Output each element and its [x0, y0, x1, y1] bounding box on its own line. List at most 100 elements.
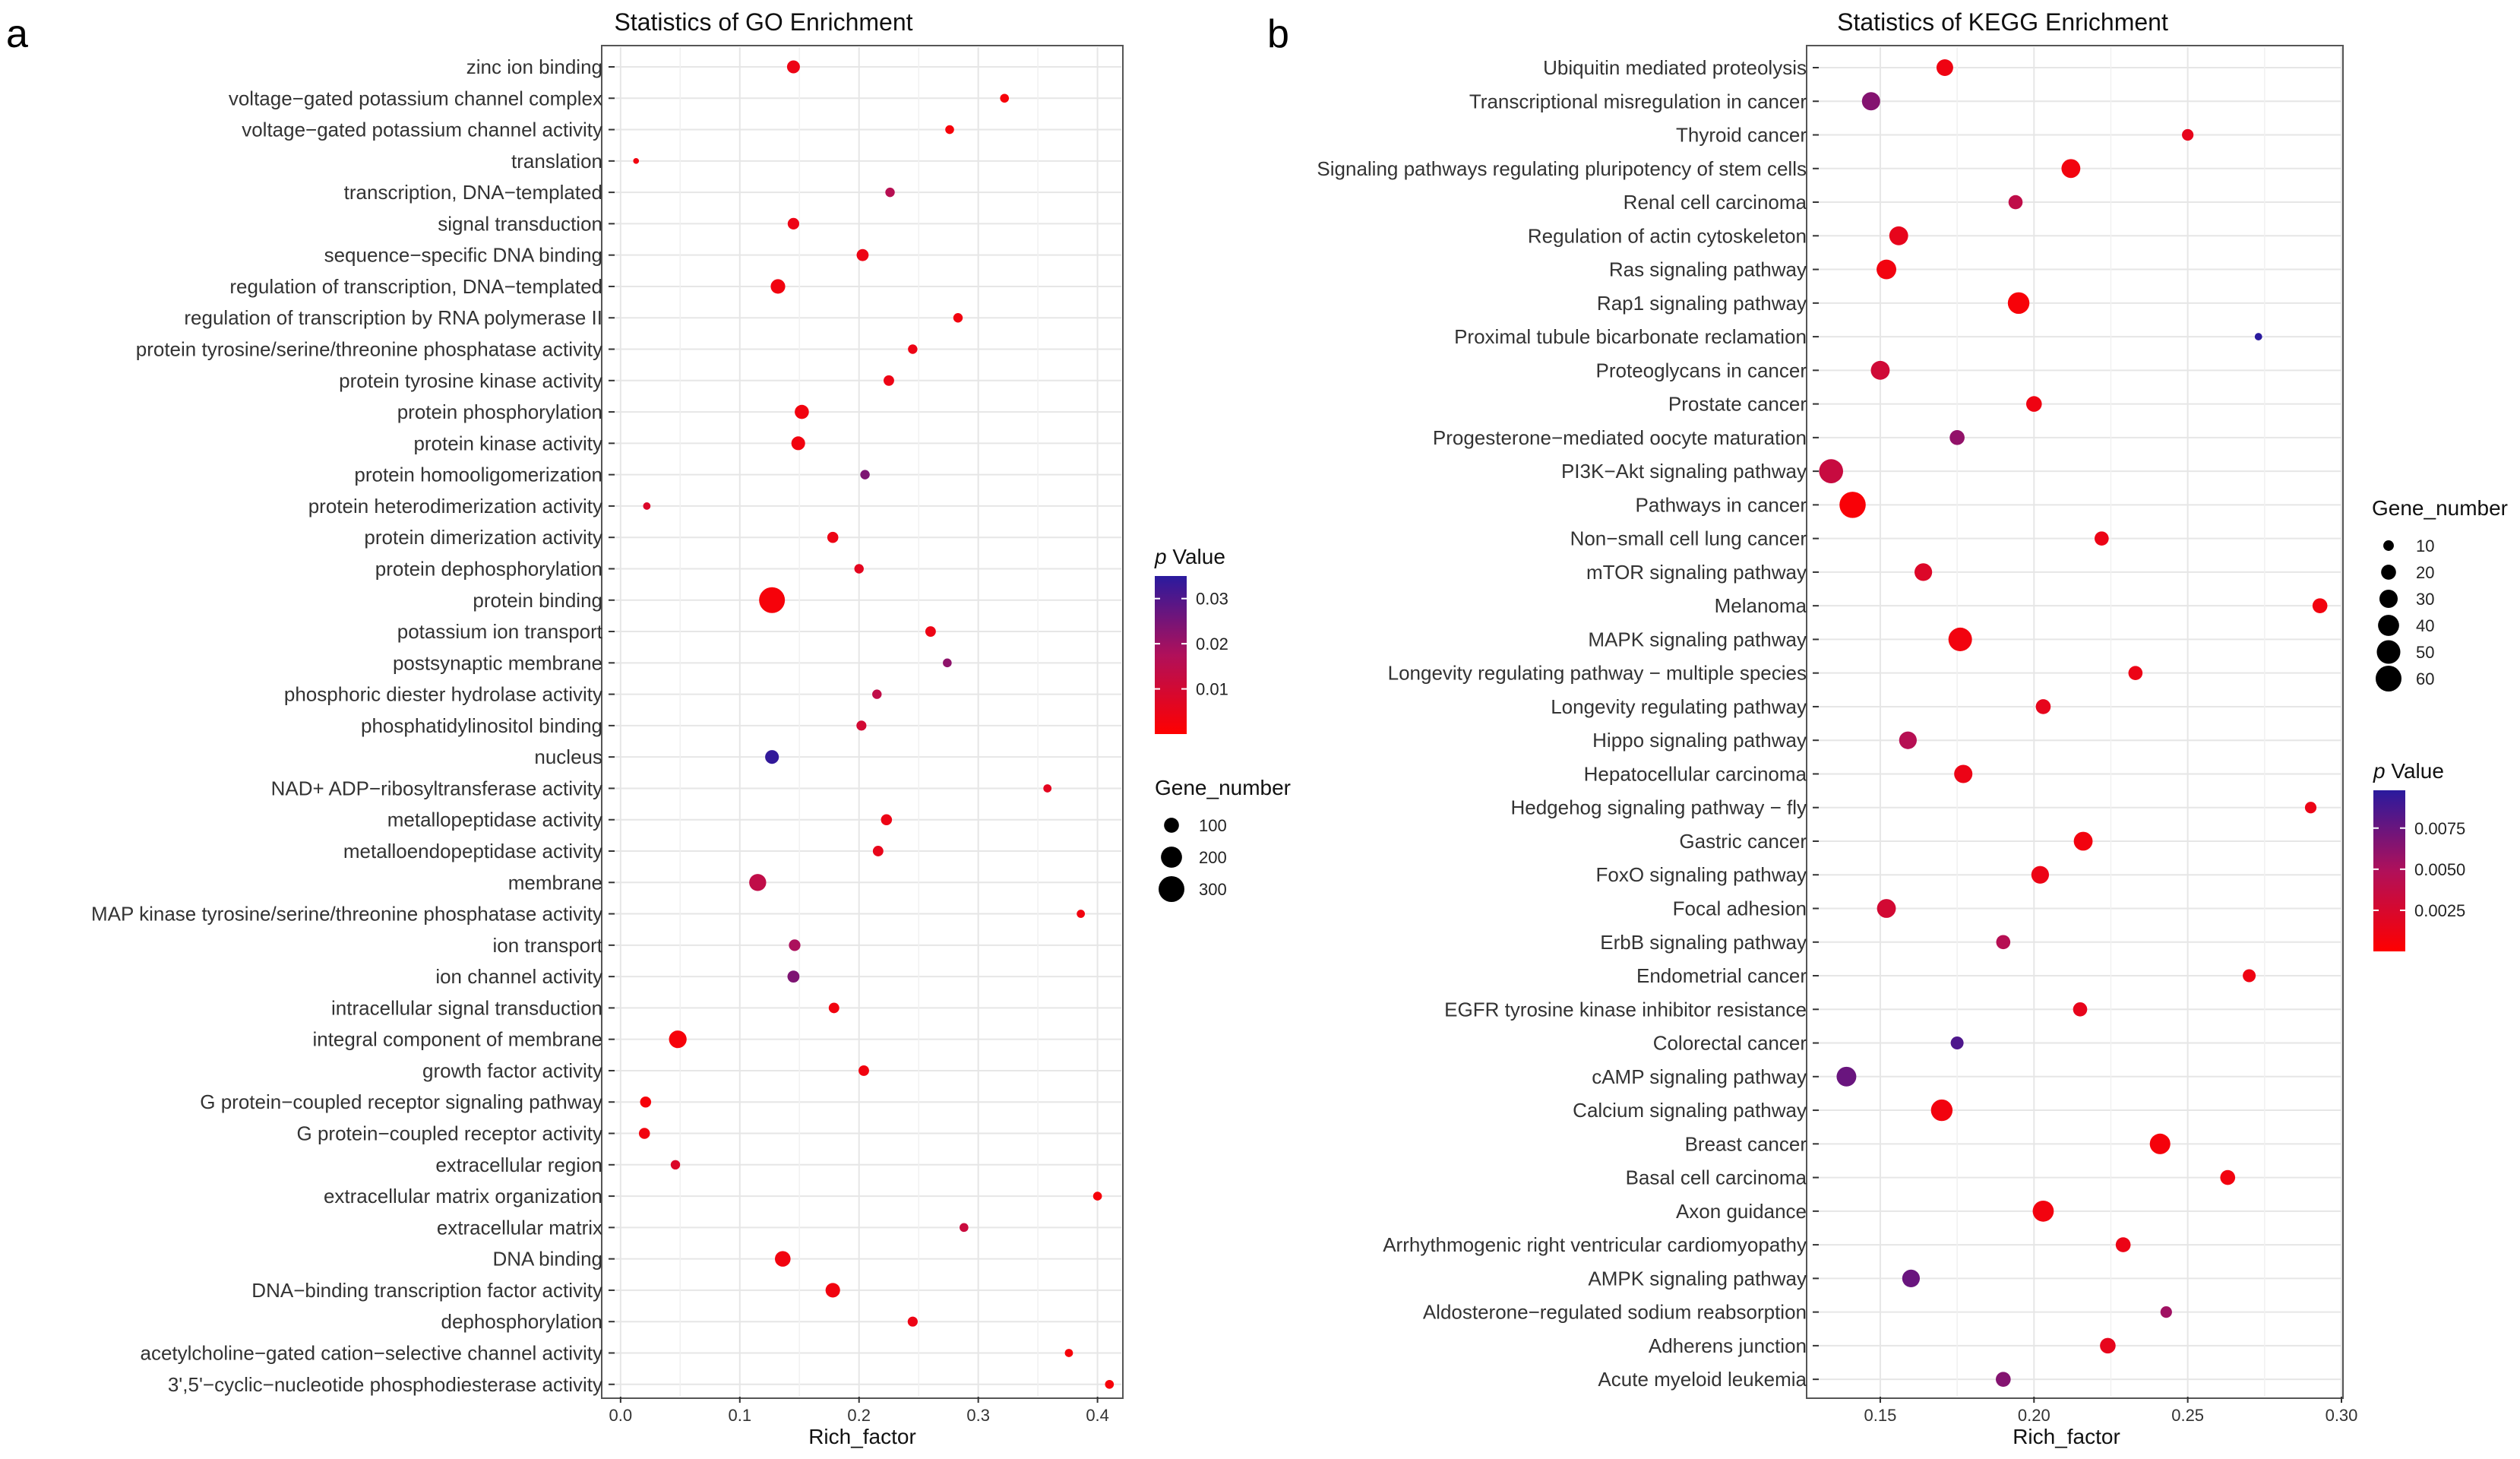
y-tick-label: extracellular region: [435, 1154, 602, 1176]
data-point: [2128, 666, 2143, 680]
data-point: [1996, 1372, 2011, 1387]
y-tick-label: Ras signaling pathway: [1609, 258, 1807, 281]
y-tick-label: cAMP signaling pathway: [1592, 1065, 1807, 1088]
data-point: [2061, 159, 2081, 179]
data-point: [633, 158, 640, 164]
y-tick-label: EGFR tyrosine kinase inhibitor resistanc…: [1444, 998, 1807, 1021]
pvalue-colorbar: [2373, 790, 2405, 951]
data-point: [858, 1065, 869, 1076]
colorbar-tick-label: 0.01: [1196, 680, 1228, 699]
data-point: [945, 125, 954, 135]
data-point: [1948, 627, 1972, 651]
go-points: [633, 60, 1115, 1389]
y-tick-label: ErbB signaling pathway: [1600, 931, 1807, 954]
data-point: [774, 1251, 791, 1267]
data-point: [2026, 396, 2042, 412]
y-tick-label: acetylcholine−gated cation−selective cha…: [141, 1341, 603, 1364]
y-tick-label: Signaling pathways regulating pluripoten…: [1317, 157, 1807, 180]
data-point: [828, 1002, 839, 1014]
y-tick-label: phosphatidylinositol binding: [361, 714, 602, 737]
data-point: [789, 939, 801, 951]
go-x-axis: 0.0 0.1 0.2 0.3 0.4: [609, 1397, 1109, 1425]
data-point: [908, 344, 918, 354]
data-point: [795, 404, 809, 419]
y-tick-label: Proximal tubule bicarbonate reclamation: [1454, 325, 1807, 348]
go-y-axis: zinc ion binding voltage−gated potassium …: [91, 55, 615, 1396]
go-gridlines: [615, 47, 1121, 1397]
y-tick-label: NAD+ ADP−ribosyltransferase activity: [271, 777, 602, 799]
data-point: [884, 375, 894, 386]
y-tick-label: Focal adhesion: [1673, 897, 1807, 920]
data-point: [2304, 802, 2317, 814]
x-tick-label: 0.15: [1864, 1406, 1897, 1425]
data-point: [787, 217, 800, 230]
data-point: [2220, 1169, 2236, 1185]
data-point: [856, 248, 869, 261]
y-tick-label: protein tyrosine/serine/threonine phosph…: [136, 338, 602, 361]
data-point: [786, 60, 800, 74]
y-tick-label: metalloendopeptidase activity: [343, 840, 602, 862]
y-tick-label: DNA binding: [492, 1248, 602, 1271]
data-point: [2160, 1306, 2172, 1318]
data-point: [2007, 292, 2030, 315]
y-tick-label: FoxO signaling pathway: [1596, 863, 1807, 886]
colorbar-tick-label: 0.0050: [2414, 860, 2465, 879]
gene-number-legend-label: 30: [2416, 590, 2434, 609]
y-tick-label: protein tyrosine kinase activity: [339, 369, 602, 392]
gene-number-legend-title: Gene_number: [1155, 776, 1291, 799]
data-point: [1819, 459, 1844, 483]
data-point: [2073, 1002, 2088, 1017]
y-tick-label: Colorectal cancer: [1653, 1032, 1807, 1055]
y-tick-label: nucleus: [534, 745, 602, 768]
y-tick-label: protein heterodimerization activity: [308, 495, 602, 517]
y-tick-label: Hepatocellular carcinoma: [1584, 762, 1807, 785]
data-point: [765, 750, 779, 764]
data-point: [1077, 910, 1086, 918]
kegg-points: [1819, 59, 2328, 1387]
panel-label-a: a: [6, 12, 28, 56]
data-point: [2031, 866, 2050, 884]
y-tick-label: sequence−specific DNA binding: [324, 244, 602, 267]
y-tick-label: postsynaptic membrane: [393, 651, 602, 674]
data-point: [638, 1128, 650, 1139]
data-point: [2100, 1337, 2116, 1354]
y-tick-label: Arrhythmogenic right ventricular cardiom…: [1383, 1233, 1807, 1256]
gene-number-legend-dot: [2378, 615, 2399, 636]
data-point: [881, 814, 893, 825]
data-point: [1902, 1269, 1921, 1287]
data-point: [1950, 1036, 1964, 1050]
data-point: [770, 279, 786, 294]
go-enrichment-panel: a Statistics of GO Enrichment zinc ion b…: [6, 8, 1291, 1448]
data-point: [2254, 333, 2262, 340]
data-point: [872, 689, 882, 699]
data-point: [1949, 430, 1965, 445]
y-tick-label: protein kinase activity: [413, 432, 602, 454]
go-gene-number-legend: Gene_number 100 200 300: [1155, 776, 1291, 902]
y-tick-label: regulation of transcription, DNA−templat…: [229, 275, 602, 298]
y-tick-label: MAPK signaling pathway: [1588, 628, 1807, 650]
go-x-axis-label: Rich_factor: [808, 1425, 916, 1448]
data-point: [643, 502, 651, 510]
gene-number-legend-dot: [2383, 540, 2394, 551]
y-tick-label: Non−small cell lung cancer: [1570, 527, 1807, 550]
kegg-pvalue-legend: p Value 0.0025 0.0050 0.0075: [2373, 759, 2465, 951]
gene-number-legend-label: 40: [2416, 616, 2434, 635]
kegg-enrichment-panel: b Statistics of KEGG Enrichment Ubiquiti…: [1267, 8, 2508, 1448]
gene-number-legend-dot: [2376, 666, 2401, 692]
gene-number-legend-label: 100: [1199, 816, 1227, 835]
y-tick-label: Melanoma: [1715, 594, 1807, 617]
y-tick-label: protein homooligomerization: [354, 464, 602, 486]
y-tick-label: membrane: [508, 871, 602, 894]
y-tick-label: Renal cell carcinoma: [1624, 191, 1807, 214]
y-tick-label: Breast cancer: [1685, 1132, 1807, 1155]
kegg-plot-area: [1806, 45, 2344, 1399]
y-tick-label: extracellular matrix organization: [324, 1185, 602, 1207]
kegg-gene-number-legend: Gene_number 10 20 30 40 50 60: [2372, 496, 2508, 692]
data-point: [854, 564, 864, 574]
gene-number-legend-dot: [1164, 818, 1179, 833]
y-tick-label: Proteoglycans in cancer: [1596, 359, 1807, 381]
gene-number-legend-label: 60: [2416, 669, 2434, 688]
data-point: [1914, 563, 1933, 581]
gene-number-legend-dot: [2379, 589, 2398, 609]
